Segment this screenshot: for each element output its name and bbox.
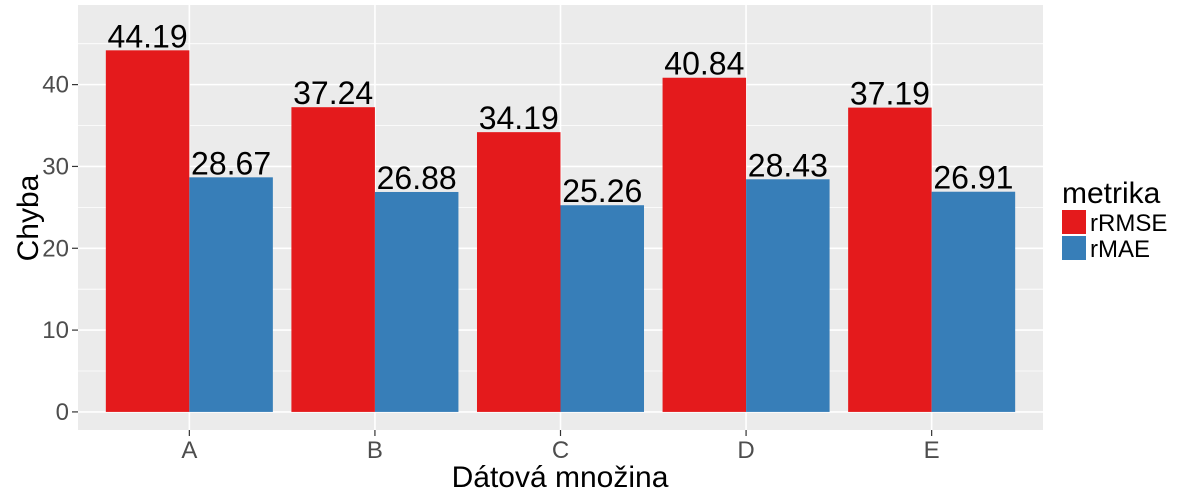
x-tick-label: C	[552, 437, 569, 464]
bar-rMAE-A	[189, 177, 273, 412]
x-tick-label: E	[924, 437, 940, 464]
x-tick-label: D	[737, 437, 754, 464]
data-label-rMAE-D: 28.43	[748, 147, 828, 183]
bar-rRMSE-A	[105, 50, 190, 412]
data-label-rRMSE-D: 40.84	[664, 46, 744, 82]
bar-rMAE-C	[560, 205, 645, 412]
x-tick-label: A	[181, 437, 197, 464]
x-tick-label: B	[367, 437, 383, 464]
y-tick-label: 30	[42, 153, 69, 180]
legend-key-rMAE	[1062, 236, 1086, 260]
data-label-rRMSE-C: 34.19	[479, 100, 559, 136]
data-label-rMAE-A: 28.67	[191, 145, 271, 181]
y-axis-title: Chyba	[12, 174, 45, 261]
data-label-rRMSE-E: 37.19	[850, 76, 930, 112]
data-label-rRMSE-B: 37.24	[293, 75, 373, 111]
y-tick-label: 20	[42, 235, 69, 262]
bar-rRMSE-C	[476, 132, 561, 412]
data-label-rMAE-E: 26.91	[933, 160, 1013, 196]
legend-key-rRMSE	[1062, 210, 1086, 234]
legend-label-rMAE: rMAE	[1090, 236, 1150, 263]
y-tick-label: 10	[42, 317, 69, 344]
x-axis: A B C D E	[181, 430, 940, 464]
bars	[105, 50, 1016, 412]
bar-rRMSE-E	[848, 107, 932, 412]
legend-title: metrika	[1062, 177, 1161, 210]
data-label-rRMSE-A: 44.19	[108, 18, 188, 54]
bar-rRMSE-D	[662, 77, 747, 412]
bar-rMAE-D	[746, 179, 830, 412]
bar-rMAE-B	[374, 191, 459, 412]
bar-rMAE-E	[931, 191, 1016, 412]
y-tick-label: 40	[42, 72, 69, 99]
y-axis: 0 10 20 30 40	[42, 72, 78, 426]
y-tick-label: 0	[56, 399, 69, 426]
bar-rRMSE-B	[291, 107, 375, 412]
data-labels: 44.19 37.24 34.19 40.84 37.19 28.67 26.88 25.26…	[108, 18, 1014, 209]
legend-label-rRMSE: rRMSE	[1090, 210, 1167, 237]
data-label-rMAE-C: 25.26	[562, 173, 642, 209]
data-label-rMAE-B: 26.88	[377, 160, 457, 196]
x-axis-title: Dátová množina	[452, 461, 669, 494]
